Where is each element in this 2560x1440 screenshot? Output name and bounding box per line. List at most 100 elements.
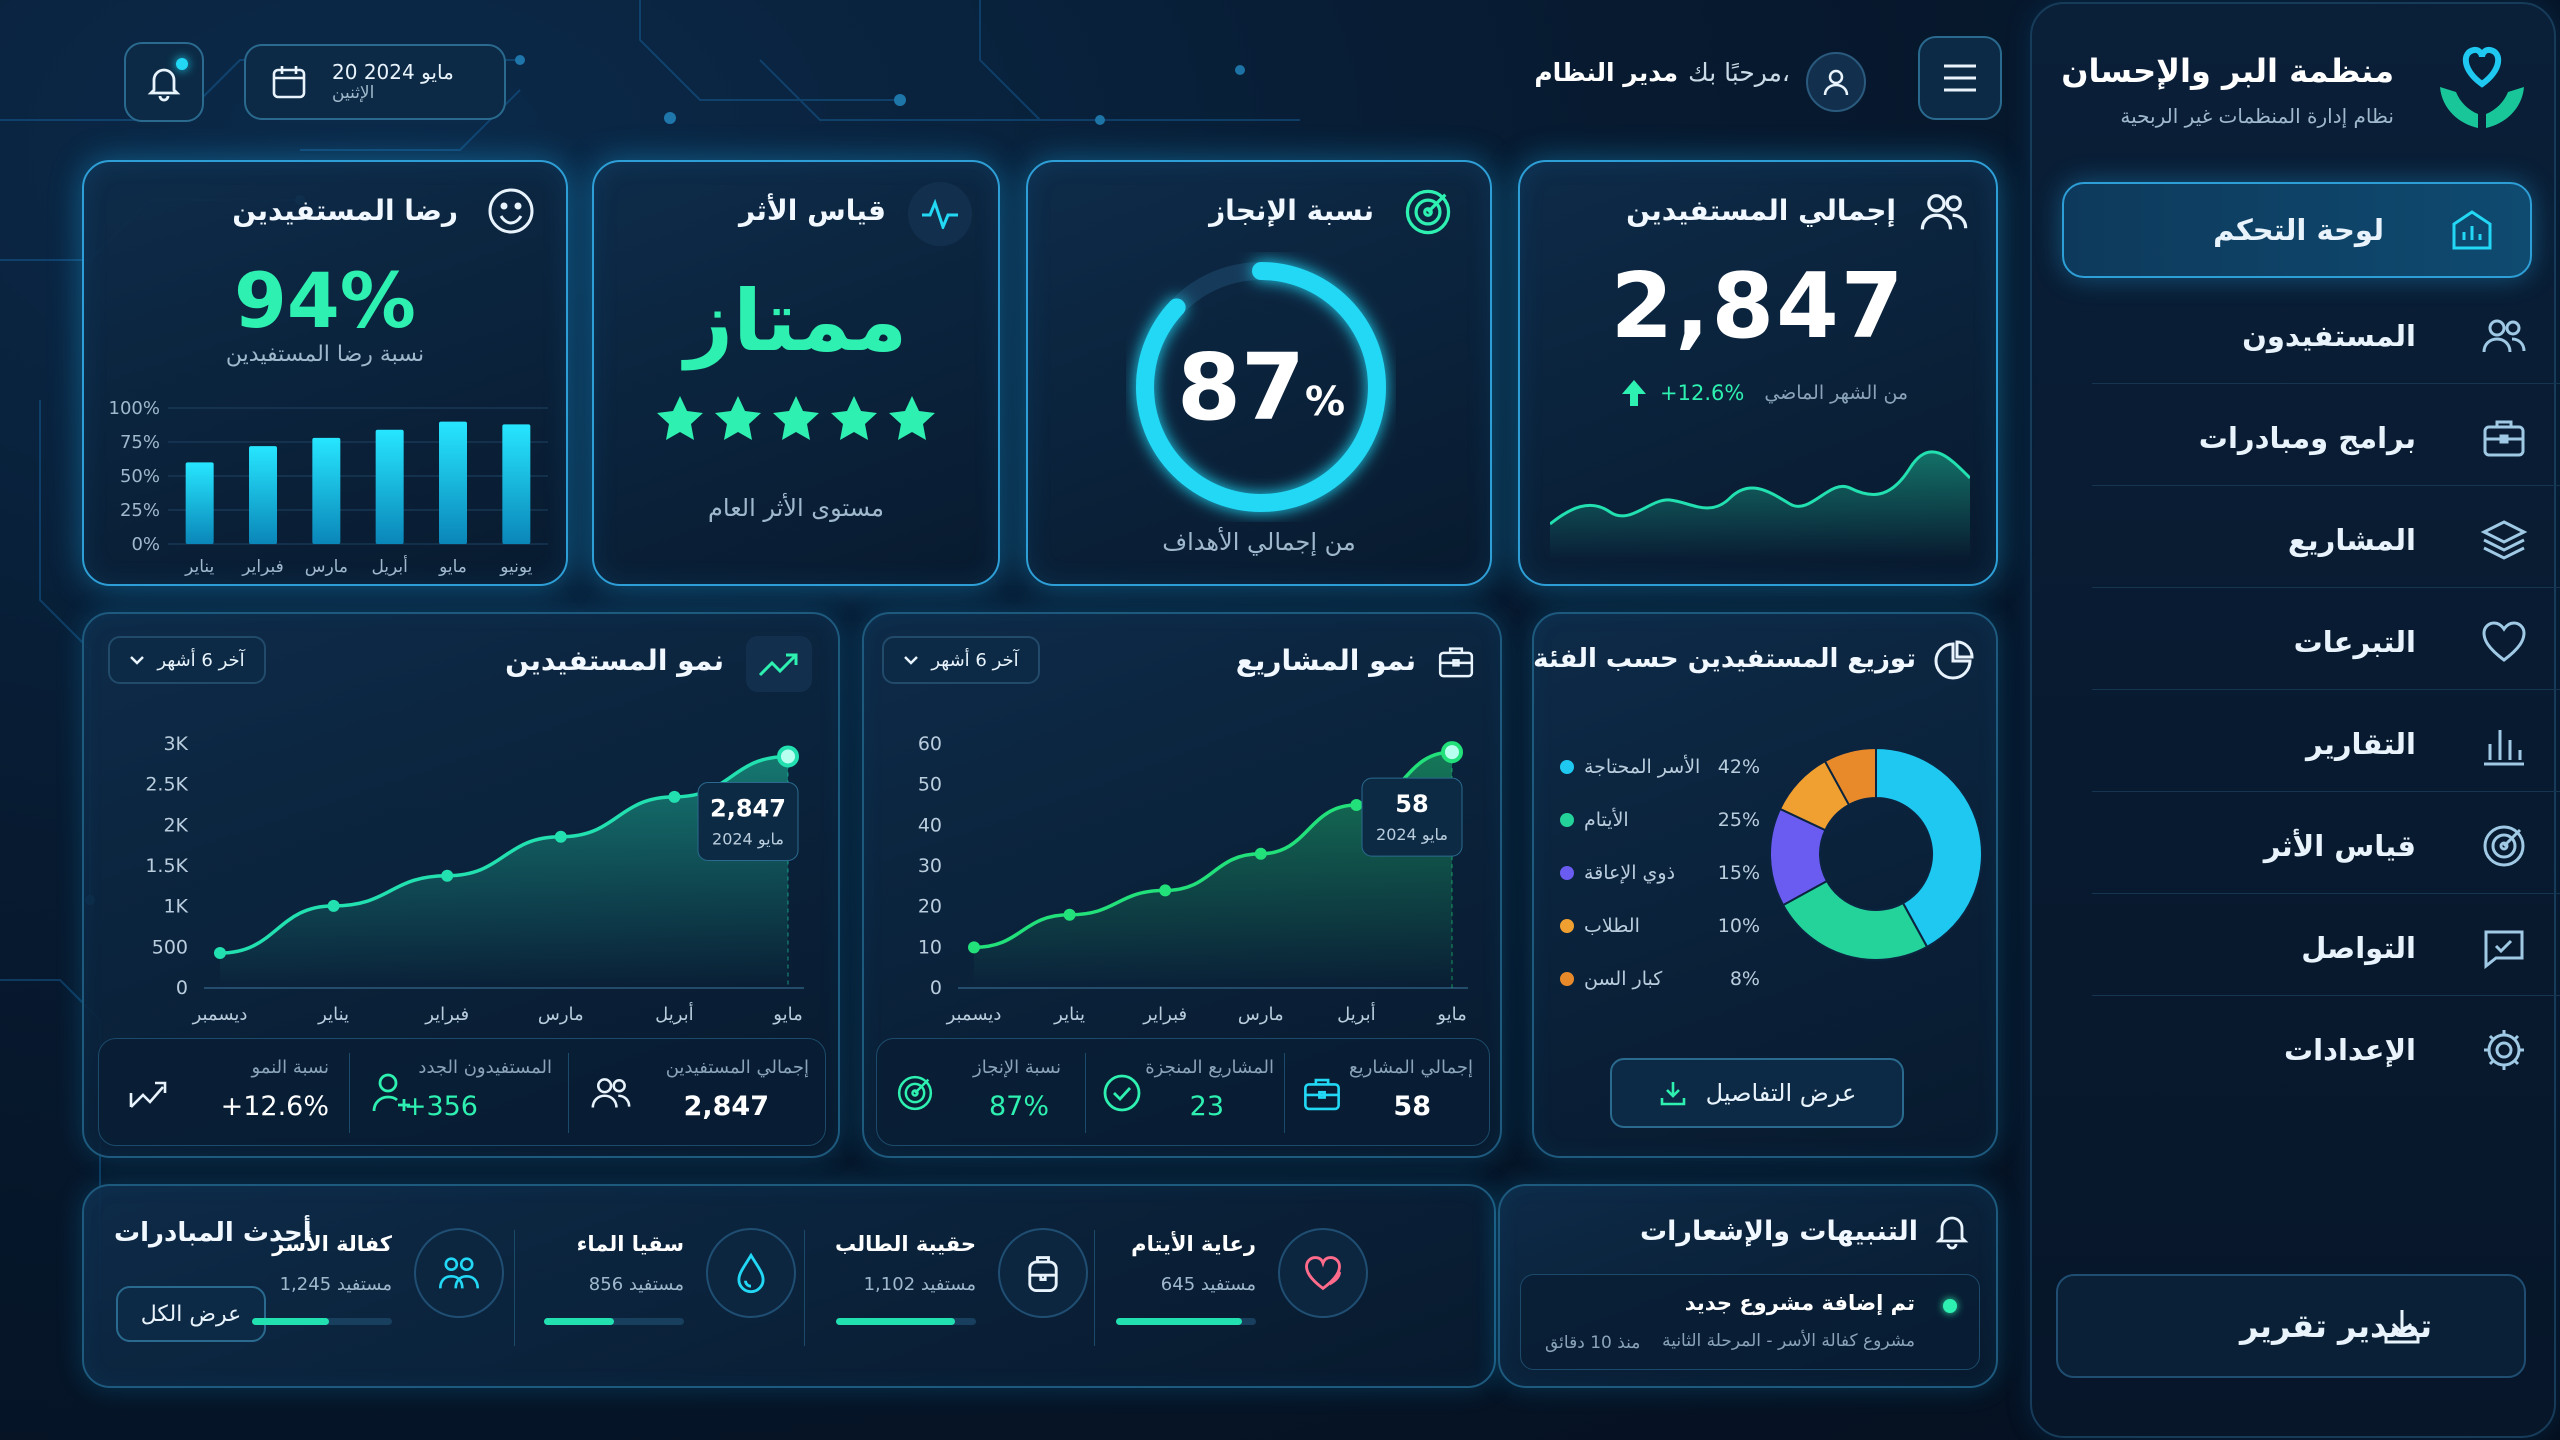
initiative-count: 1,245 مستفيد — [279, 1274, 392, 1295]
bell-icon — [1935, 1216, 1969, 1250]
date-display[interactable]: 20 مايو 2024 الإثنين — [244, 44, 506, 120]
x-tick-label: أبريل — [371, 555, 407, 577]
stat-completion-rate: نسبة الإنجاز 87% — [889, 1053, 1069, 1133]
trend-icon-box — [746, 636, 812, 692]
sidebar-item-projects[interactable]: المشاريع — [2092, 492, 2560, 588]
view-all-button[interactable]: عرض الكل — [116, 1286, 266, 1342]
notification-item-title: تم إضافة مشروع جديد — [1684, 1291, 1915, 1315]
export-report-button[interactable]: تصدير تقرير — [2056, 1274, 2526, 1378]
user-add-icon — [372, 1073, 410, 1112]
x-tick-label: يناير — [1053, 1004, 1085, 1025]
sidebar-item-dashboard[interactable]: لوحة التحكم — [2062, 182, 2532, 278]
initiative-item[interactable]: سقيا الماء 856 مستفيد — [516, 1222, 796, 1362]
sidebar-item-settings[interactable]: الإعدادات — [2092, 1002, 2560, 1098]
legend-item: ذوي الإعاقة 15% — [1560, 862, 1760, 884]
sidebar-item-label: المشاريع — [2287, 522, 2416, 557]
y-tick-label: 100% — [109, 398, 160, 419]
y-tick-label: 20 — [918, 896, 942, 918]
kpi-satisfaction-card: رضا المستفيدين 94% نسبة رضا المستفيدين 1… — [82, 160, 568, 586]
org-logo — [2432, 32, 2532, 142]
y-tick-label: 0 — [176, 977, 188, 999]
data-point — [668, 790, 681, 803]
stat-label: إجمالي المستفيدين — [665, 1057, 809, 1078]
star-icon — [773, 396, 819, 440]
achievement-unit: % — [1304, 379, 1346, 425]
welcome-text: مرحبًا بك، — [1688, 58, 1790, 87]
legend-percent: 10% — [1717, 915, 1760, 937]
legend-item: الطلاب 10% — [1560, 915, 1760, 937]
x-tick-label: مارس — [1238, 1004, 1284, 1025]
initiative-item[interactable]: حقيبة الطالب 1,102 مستفيد — [808, 1222, 1088, 1362]
y-tick-label: 2K — [163, 814, 188, 836]
notifications-button[interactable] — [124, 42, 204, 122]
y-tick-label: 1K — [163, 896, 188, 918]
heart-icon — [2476, 614, 2532, 670]
initiative-name: حقيبة الطالب — [835, 1232, 976, 1256]
pie-chart-icon — [1934, 640, 1974, 680]
legend-label: كبار السن — [1584, 968, 1663, 990]
trend-up-icon — [758, 653, 798, 677]
trend-up-icon — [129, 1081, 167, 1108]
notification-status-dot — [1943, 1299, 1957, 1313]
y-tick-label: 50% — [120, 466, 160, 487]
initiative-progress-fill — [252, 1318, 329, 1325]
view-details-label: عرض التفاصيل — [1705, 1079, 1857, 1107]
y-tick-label: 30 — [918, 855, 942, 877]
user-avatar-button[interactable] — [1806, 52, 1866, 112]
series-line — [219, 754, 789, 955]
sidebar: منظمة البر والإحسان نظام إدارة المنظمات … — [2030, 2, 2560, 1438]
sidebar-item-beneficiaries[interactable]: المستفيدون — [2092, 288, 2560, 384]
stat-total-beneficiaries: إجمالي المستفيدين 2,847 — [589, 1053, 819, 1133]
initiative-name: كفالة الأسر — [272, 1232, 392, 1256]
period-filter-dropdown[interactable]: آخر 6 أشهر — [108, 636, 266, 684]
y-tick-label: 10 — [918, 936, 942, 958]
kpi-beneficiaries-title: إجمالي المستفيدين — [1626, 194, 1896, 227]
sidebar-item-reports[interactable]: التقارير — [2092, 696, 2560, 792]
stat-completed-projects: المشاريع المنجزة 23 — [1085, 1053, 1285, 1133]
achievement-value-wrap: 87 % — [1126, 252, 1396, 522]
x-tick-label: مايو — [772, 1004, 802, 1025]
legend-item: الأسر المحتاجة 42% — [1560, 756, 1760, 778]
stat-label: المشاريع المنجزة — [1145, 1057, 1274, 1078]
notification-item-desc: مشروع كفالة الأسر - المرحلة الثانية — [1662, 1331, 1915, 1351]
stat-value: +356 — [403, 1091, 478, 1122]
user-name: مدير النظام — [1534, 58, 1679, 87]
stat-new-beneficiaries: المستفيدون الجدد +356 — [349, 1053, 569, 1133]
notification-item[interactable]: تم إضافة مشروع جديد مشروع كفالة الأسر - … — [1520, 1274, 1980, 1370]
hearts-icon — [1305, 1256, 1341, 1291]
y-tick-label: 40 — [918, 814, 942, 836]
users-icon — [2476, 308, 2532, 364]
legend-swatch — [1560, 760, 1574, 774]
sidebar-item-programs[interactable]: برامج ومبادرات — [2092, 390, 2560, 486]
sidebar-item-donations[interactable]: التبرعات — [2092, 594, 2560, 690]
data-point — [968, 941, 980, 954]
download-icon — [2384, 1310, 2420, 1344]
kpi-impact-card: قياس الأثر ممتاز مستوى الأثر العام — [592, 160, 1000, 586]
kpi-change-value: +12.6% — [1660, 381, 1745, 405]
org-name: منظمة البر والإحسان — [2061, 52, 2394, 90]
legend-swatch — [1560, 919, 1574, 933]
initiative-icon-circle — [1278, 1228, 1368, 1318]
data-point — [777, 745, 799, 768]
period-filter-dropdown[interactable]: آخر 6 أشهر — [882, 636, 1040, 684]
date-text: 20 مايو 2024 — [332, 59, 454, 84]
view-details-button[interactable]: عرض التفاصيل — [1610, 1058, 1904, 1128]
sidebar-item-communication[interactable]: التواصل — [2092, 900, 2560, 996]
tooltip-date: مايو 2024 — [1376, 825, 1448, 845]
target-icon — [1405, 189, 1451, 235]
y-tick-label: 75% — [120, 432, 160, 453]
stat-total-projects: إجمالي المشاريع 58 — [1301, 1053, 1481, 1133]
kpi-change-label: من الشهر الماضي — [1764, 382, 1909, 404]
menu-button[interactable] — [1918, 36, 2002, 120]
x-tick-label: فبراير — [241, 557, 283, 577]
initiative-item[interactable]: رعاية الأيتام 645 مستفيد — [1088, 1222, 1368, 1362]
kpi-beneficiaries-card: إجمالي المستفيدين 2,847 +12.6% من الشهر … — [1518, 160, 1998, 586]
day-text: الإثنين — [332, 82, 375, 103]
initiative-item[interactable]: كفالة الأسر 1,245 مستفيد — [224, 1222, 504, 1362]
sidebar-item-impact[interactable]: قياس الأثر — [2092, 798, 2560, 894]
kpi-impact-title: قياس الأثر — [738, 194, 886, 227]
stat-label: إجمالي المشاريع — [1349, 1057, 1473, 1078]
stat-value: 23 — [1189, 1091, 1224, 1122]
initiative-icon-circle — [998, 1228, 1088, 1318]
sidebar-item-label: التبرعات — [2293, 624, 2416, 659]
